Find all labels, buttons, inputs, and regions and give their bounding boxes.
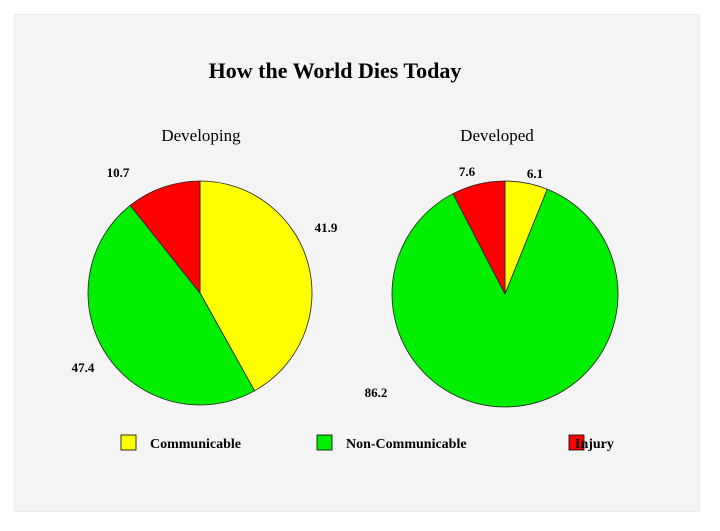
pie-subtitle-developed: Developed bbox=[460, 126, 534, 145]
pie-slice-developing-injury bbox=[129, 180, 201, 294]
pie-developing-value-labels: 41.9 47.4 10.7 bbox=[72, 165, 338, 375]
pie-subtitle-developing: Developing bbox=[161, 126, 241, 145]
legend-label-communicable: Communicable bbox=[150, 437, 241, 452]
legend-swatch-communicable bbox=[120, 434, 137, 451]
pie-slice-developing-noncommunicable bbox=[87, 204, 255, 406]
chart-title: How the World Dies Today bbox=[209, 58, 462, 83]
legend-label-injury: Injury bbox=[575, 437, 614, 452]
value-label-developed-communicable: 6.1 bbox=[527, 166, 543, 181]
legend-label-noncommunicable: Non-Communicable bbox=[346, 437, 467, 452]
legend-swatch-injury bbox=[568, 434, 585, 451]
pie-developing bbox=[87, 180, 313, 406]
pie-developed bbox=[391, 180, 619, 408]
value-label-developing-noncommunicable: 47.4 bbox=[72, 360, 95, 375]
pie-developed-value-labels: 6.1 86.2 7.6 bbox=[365, 164, 544, 400]
pie-slice-developed-noncommunicable bbox=[391, 188, 619, 408]
value-label-developed-noncommunicable: 86.2 bbox=[365, 385, 388, 400]
legend: Communicable Non-Communicable Injury bbox=[120, 434, 614, 452]
pie-slice-developing-communicable bbox=[199, 180, 313, 392]
value-label-developing-injury: 10.7 bbox=[107, 165, 130, 180]
pie-slice-developed-injury bbox=[452, 180, 506, 295]
legend-swatch-noncommunicable bbox=[316, 434, 333, 451]
value-label-developing-communicable: 41.9 bbox=[315, 220, 338, 235]
value-label-developed-injury: 7.6 bbox=[459, 164, 476, 179]
